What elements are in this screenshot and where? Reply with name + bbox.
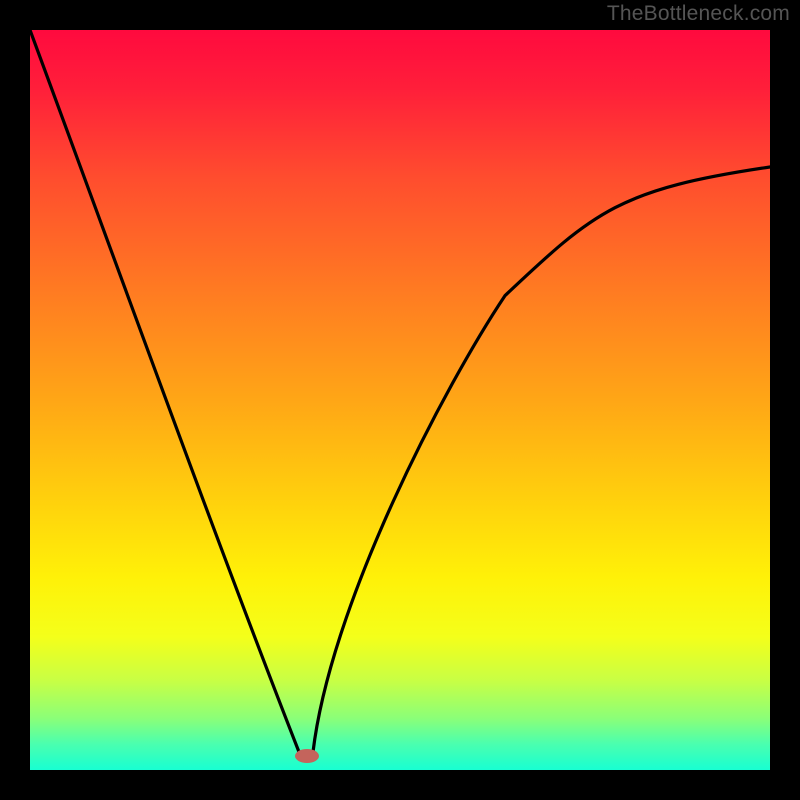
optimal-point-marker [295,749,319,763]
bottleneck-chart [0,0,800,800]
plot-background [30,30,770,770]
watermark-text: TheBottleneck.com [607,2,790,26]
chart-stage: TheBottleneck.com [0,0,800,800]
